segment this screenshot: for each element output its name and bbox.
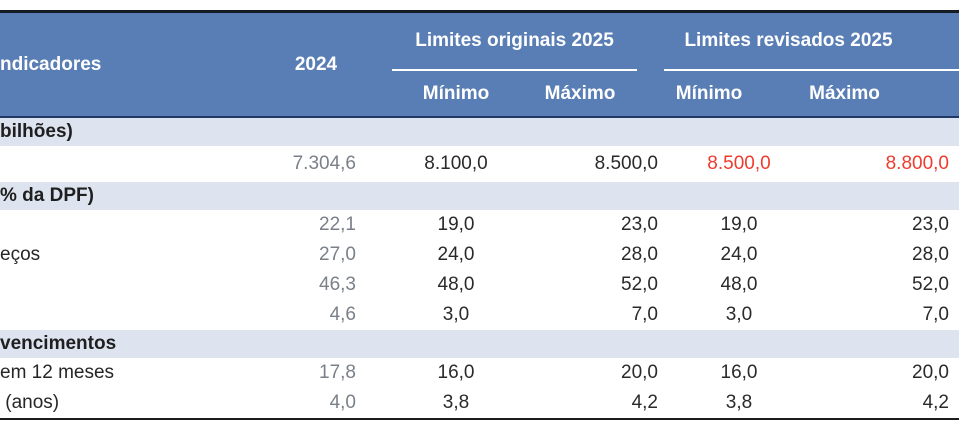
table-header: ndicadores 2024 Limites originais 2025 L… <box>0 13 959 118</box>
cell-originais-maximo: 28,0 <box>621 244 658 265</box>
cell-2024: 17,8 <box>319 362 356 383</box>
cell-originais-maximo: 7,0 <box>631 304 658 325</box>
row-label <box>0 146 240 182</box>
section-row-composicao-dpf: % da DPF) <box>0 182 959 210</box>
cell-revisados-minimo: 3,0 <box>725 304 753 325</box>
cell-revisados-minimo: 3,8 <box>725 392 753 413</box>
header-group-limites-originais-2025: Limites originais 2025 <box>392 13 637 71</box>
cell-2024: 4,6 <box>329 304 356 325</box>
cell-originais-minimo: 24,0 <box>437 244 475 265</box>
cell-revisados-maximo: 8.800,0 <box>885 153 949 174</box>
cell-originais-maximo: 52,0 <box>621 274 658 295</box>
cell-originais-minimo: 48,0 <box>437 274 475 295</box>
cell-revisados-minimo: 8.500,0 <box>707 153 771 174</box>
cell-revisados-minimo: 19,0 <box>720 214 758 235</box>
header-revisados-minimo: Mínimo <box>675 82 743 104</box>
cell-originais-maximo: 4,2 <box>631 392 658 413</box>
indicators-table: ndicadores 2024 Limites originais 2025 L… <box>0 10 959 420</box>
table-row-vincendo-12-meses: em 12 meses 17,8 16,0 20,0 16,0 20,0 <box>0 358 959 388</box>
row-label <box>0 300 240 330</box>
cell-originais-minimo: 3,8 <box>442 392 470 413</box>
cell-originais-minimo: 8.100,0 <box>424 153 488 174</box>
cell-2024: 22,1 <box>319 214 356 235</box>
cell-originais-minimo: 19,0 <box>437 214 475 235</box>
row-label: (anos) <box>0 392 60 413</box>
cell-revisados-maximo: 20,0 <box>912 362 949 383</box>
cell-2024: 27,0 <box>319 244 356 265</box>
table-row-indice-precos: eços 27,0 24,0 28,0 24,0 28,0 <box>0 240 959 270</box>
section-row-estoque-bilhoes: bilhões) <box>0 118 959 146</box>
cell-2024: 46,3 <box>319 274 356 295</box>
cell-revisados-maximo: 4,2 <box>922 392 949 413</box>
header-group-limites-revisados-2025-label: Limites revisados 2025 <box>684 30 893 51</box>
table-row-prefixado: 22,1 19,0 23,0 19,0 23,0 <box>0 210 959 240</box>
cell-revisados-minimo: 16,0 <box>720 362 758 383</box>
cell-revisados-maximo: 28,0 <box>912 244 949 265</box>
header-group-limites-revisados-2025: Limites revisados 2025 <box>664 13 959 71</box>
header-indicadores: ndicadores <box>0 53 102 75</box>
row-label <box>0 270 240 300</box>
row-label: eços <box>0 244 41 265</box>
row-label <box>0 210 240 240</box>
cell-revisados-maximo: 52,0 <box>912 274 949 295</box>
row-label: em 12 meses <box>0 362 115 383</box>
table-row-estoque: 7.304,6 8.100,0 8.500,0 8.500,0 8.800,0 <box>0 146 959 182</box>
table-row-cambio: 4,6 3,0 7,0 3,0 7,0 <box>0 300 959 330</box>
cell-originais-maximo: 20,0 <box>621 362 658 383</box>
cell-originais-maximo: 8.500,0 <box>594 153 658 174</box>
cell-revisados-maximo: 23,0 <box>912 214 949 235</box>
header-originais-maximo: Máximo <box>544 82 616 104</box>
cell-originais-maximo: 23,0 <box>621 214 658 235</box>
cell-revisados-maximo: 7,0 <box>922 304 949 325</box>
cell-revisados-minimo: 24,0 <box>720 244 758 265</box>
header-originais-minimo: Mínimo <box>422 82 490 104</box>
section-row-estrutura-vencimentos: vencimentos <box>0 330 959 358</box>
cell-originais-minimo: 16,0 <box>437 362 475 383</box>
cell-2024: 4,0 <box>329 392 356 413</box>
table-row-taxa-flutuante: 46,3 48,0 52,0 48,0 52,0 <box>0 270 959 300</box>
cell-originais-minimo: 3,0 <box>442 304 470 325</box>
cell-revisados-minimo: 48,0 <box>720 274 758 295</box>
header-2024: 2024 <box>294 53 338 75</box>
cell-2024: 7.304,6 <box>292 153 356 174</box>
header-revisados-maximo: Máximo <box>809 82 880 104</box>
table-row-prazo-medio-anos: (anos) 4,0 3,8 4,2 3,8 4,2 <box>0 388 959 418</box>
